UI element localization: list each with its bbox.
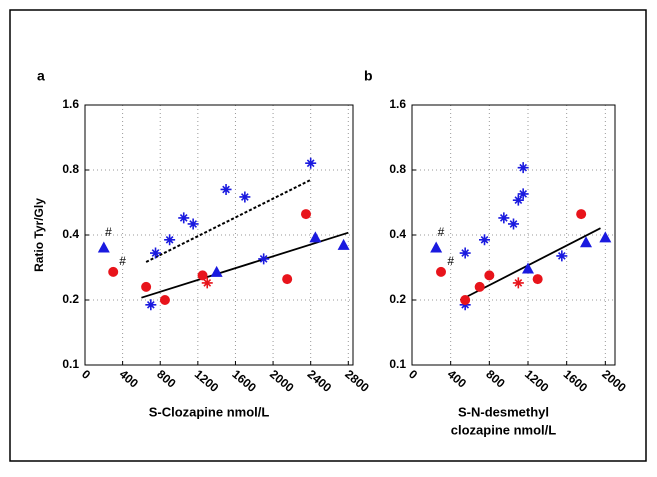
marker-circle xyxy=(484,270,495,281)
annotation: # xyxy=(438,225,445,239)
marker-asterisk xyxy=(258,253,270,265)
y-tick-label: 0.2 xyxy=(62,292,79,306)
plot-frame xyxy=(411,104,616,366)
marker-circle xyxy=(141,281,152,292)
panel-label: a xyxy=(37,68,45,84)
x-axis-label: S-Clozapine nmol/L xyxy=(149,404,270,419)
marker-triangle xyxy=(522,262,534,274)
marker-circle xyxy=(532,274,543,285)
y-tick-label: 0.8 xyxy=(389,162,406,176)
y-tick-label: 0.8 xyxy=(62,162,79,176)
marker-triangle xyxy=(337,238,350,250)
marker-asterisk xyxy=(239,191,251,203)
x-axis-label: S-N-desmethyl xyxy=(458,404,549,419)
trend-line xyxy=(141,231,349,299)
marker-circle xyxy=(436,266,446,277)
marker-asterisk xyxy=(220,183,232,195)
y-tick-label: 0.1 xyxy=(389,357,406,371)
marker-asterisk xyxy=(517,188,529,200)
y-axis-label: Ratio Tyr/Gly xyxy=(32,198,46,272)
marker-asterisk xyxy=(517,162,529,174)
y-tick-label: 1.6 xyxy=(389,97,406,111)
marker-triangle xyxy=(309,231,322,243)
marker-asterisk xyxy=(201,277,213,289)
marker-circle xyxy=(576,209,587,220)
marker-asterisk xyxy=(512,277,524,289)
y-tick-label: 0.2 xyxy=(389,292,406,306)
marker-asterisk xyxy=(479,234,490,246)
marker-asterisk xyxy=(498,212,510,224)
trend-line xyxy=(145,178,312,263)
y-tick-label: 1.6 xyxy=(62,97,79,111)
annotation: # xyxy=(119,254,126,268)
marker-triangle xyxy=(599,231,612,243)
y-tick-label: 0.4 xyxy=(62,227,79,241)
marker-asterisk xyxy=(164,234,176,246)
marker-asterisk xyxy=(187,218,199,230)
marker-triangle xyxy=(97,241,110,253)
marker-circle xyxy=(474,281,485,292)
marker-triangle xyxy=(580,236,592,248)
marker-asterisk xyxy=(150,247,162,259)
plot-frame xyxy=(84,104,354,366)
marker-asterisk xyxy=(508,218,519,230)
marker-asterisk xyxy=(305,157,317,169)
marker-triangle xyxy=(210,265,223,277)
annotation: # xyxy=(447,254,454,268)
marker-asterisk xyxy=(556,250,568,262)
x-axis-label: clozapine nmol/L xyxy=(451,422,557,437)
marker-triangle xyxy=(430,241,443,253)
marker-asterisk xyxy=(459,247,471,259)
marker-circle xyxy=(197,270,208,281)
marker-circle xyxy=(108,266,119,277)
annotation: # xyxy=(105,225,112,239)
panel-label: b xyxy=(364,68,373,84)
y-tick-label: 0.4 xyxy=(389,227,406,241)
marker-circle xyxy=(300,209,311,220)
marker-asterisk xyxy=(178,212,190,224)
marker-circle xyxy=(159,295,170,305)
y-tick-label: 0.1 xyxy=(62,357,79,371)
marker-asterisk xyxy=(145,299,157,311)
marker-circle xyxy=(282,274,293,285)
marker-circle xyxy=(460,295,471,305)
marker-asterisk xyxy=(512,194,524,206)
